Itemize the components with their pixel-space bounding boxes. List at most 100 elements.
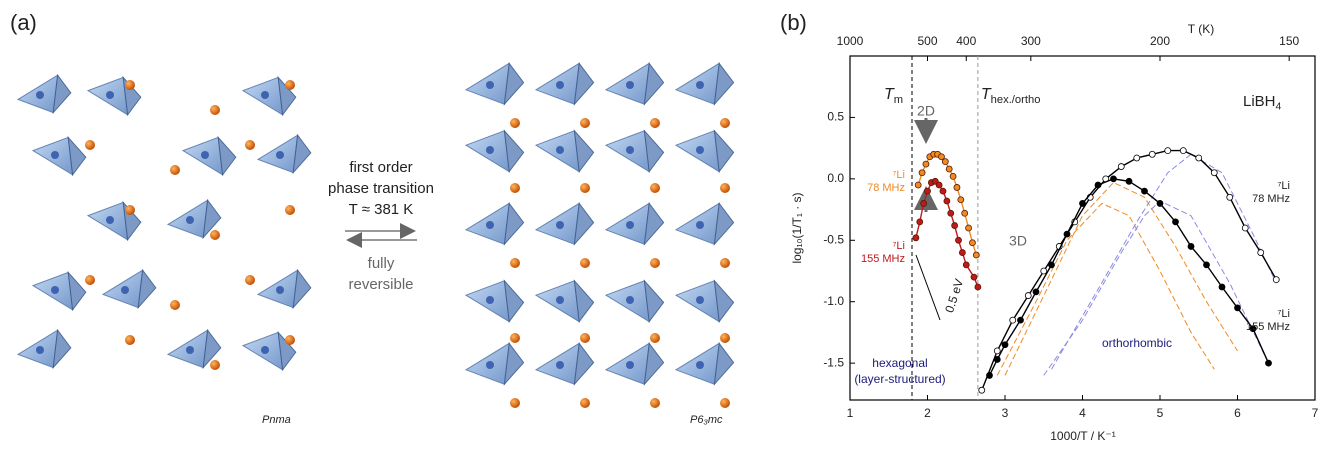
atom [186,346,194,354]
lithium [85,275,95,285]
atom [201,151,209,159]
lithium [580,118,590,128]
data-point [1017,316,1024,324]
lithium [210,360,220,370]
tetrahedron [573,279,595,323]
lithium [720,398,730,408]
data-point [1125,177,1133,185]
lithium [580,398,590,408]
lithium [580,183,590,193]
y-tick-label: -1.5 [823,355,844,369]
atom [556,296,564,304]
tetrahedron [52,328,72,370]
panel-label: (a) [10,10,37,35]
atom [696,146,704,154]
data-point [1257,249,1265,256]
atom [276,151,284,159]
slope-line [915,254,941,321]
lithium [510,333,520,343]
data-point [1009,316,1017,324]
tetrahedron [67,135,87,177]
atom [486,361,494,369]
data-point [1032,288,1040,296]
annotation-sub: hex./ortho [991,94,1041,106]
annotation: 2D [917,103,935,119]
atom [626,361,634,369]
data-point [949,172,957,180]
data-point [1133,154,1141,162]
atom [276,286,284,294]
x-tick-label: 6 [1234,406,1241,420]
tetrahedron [52,73,72,115]
lithium [510,398,520,408]
tetrahedron [503,129,525,173]
lithium [720,183,730,193]
atom [556,361,564,369]
legend-name: ⁷Li [892,240,905,252]
annotation: (layer-structured) [854,372,945,386]
lithium [170,300,180,310]
structure-label: P6₃mc [690,414,723,426]
legend-name: ⁷Li [1277,308,1290,320]
data-point [920,200,928,207]
x-tick-label: 1 [847,406,854,420]
data-point [1272,276,1280,284]
tetrahedron [292,133,312,175]
annotation: hexagonal [872,356,927,370]
lithium [125,335,135,345]
lithium [650,183,660,193]
tetrahedron [573,129,595,173]
data-point [1079,200,1086,207]
y-axis-label: log₁₀(1/T₁ · s) [790,192,804,263]
lithium [510,258,520,268]
atom [626,81,634,89]
tetrahedron [202,198,222,240]
legend-frequency: 155 MHz [1246,321,1290,333]
lithium [720,258,730,268]
data-point [1148,150,1156,158]
atom [486,221,494,229]
legend-frequency: 155 MHz [861,253,905,265]
fit-curve [996,202,1215,376]
data-point [958,249,966,256]
x-tick-label: 3 [1002,406,1009,420]
data-point [1203,261,1210,269]
data-point [1179,147,1187,155]
y-tick-label: 0.0 [827,171,844,185]
tetrahedron [713,202,735,246]
data-point [953,184,961,191]
atom [626,146,634,154]
lithium [170,165,180,175]
x2-tick-label: 200 [1150,34,1170,48]
transition-text: first order [349,159,412,176]
atom [186,216,194,224]
annotation-text: LiBH [1243,93,1276,110]
tetrahedron [713,62,735,106]
transition-text: phase transition [328,180,434,197]
tetrahedron [503,62,525,106]
lithium [125,80,135,90]
data-point [1048,261,1055,269]
y-tick-label: -1.0 [823,294,844,308]
data-point [978,386,986,394]
transition-text: T ≈ 381 K [349,201,414,218]
fit-curve [1004,181,1238,376]
data-point [1024,292,1032,299]
atom [51,286,59,294]
lithium [245,140,255,150]
x-tick-label: 4 [1079,406,1086,420]
atom [486,146,494,154]
x2-tick-label: 1000 [837,34,864,48]
data-point [1156,200,1164,207]
data-point [972,251,980,259]
tetrahedron [643,62,665,106]
tetrahedron [503,202,525,246]
structure-label: Pnma [262,414,291,426]
data-point [922,160,930,168]
y-tick-label: 0.5 [827,110,844,124]
tetrahedron [643,129,665,173]
tetrahedron [217,135,237,177]
data-point [961,209,969,217]
atom [486,296,494,304]
data-point [939,187,947,195]
